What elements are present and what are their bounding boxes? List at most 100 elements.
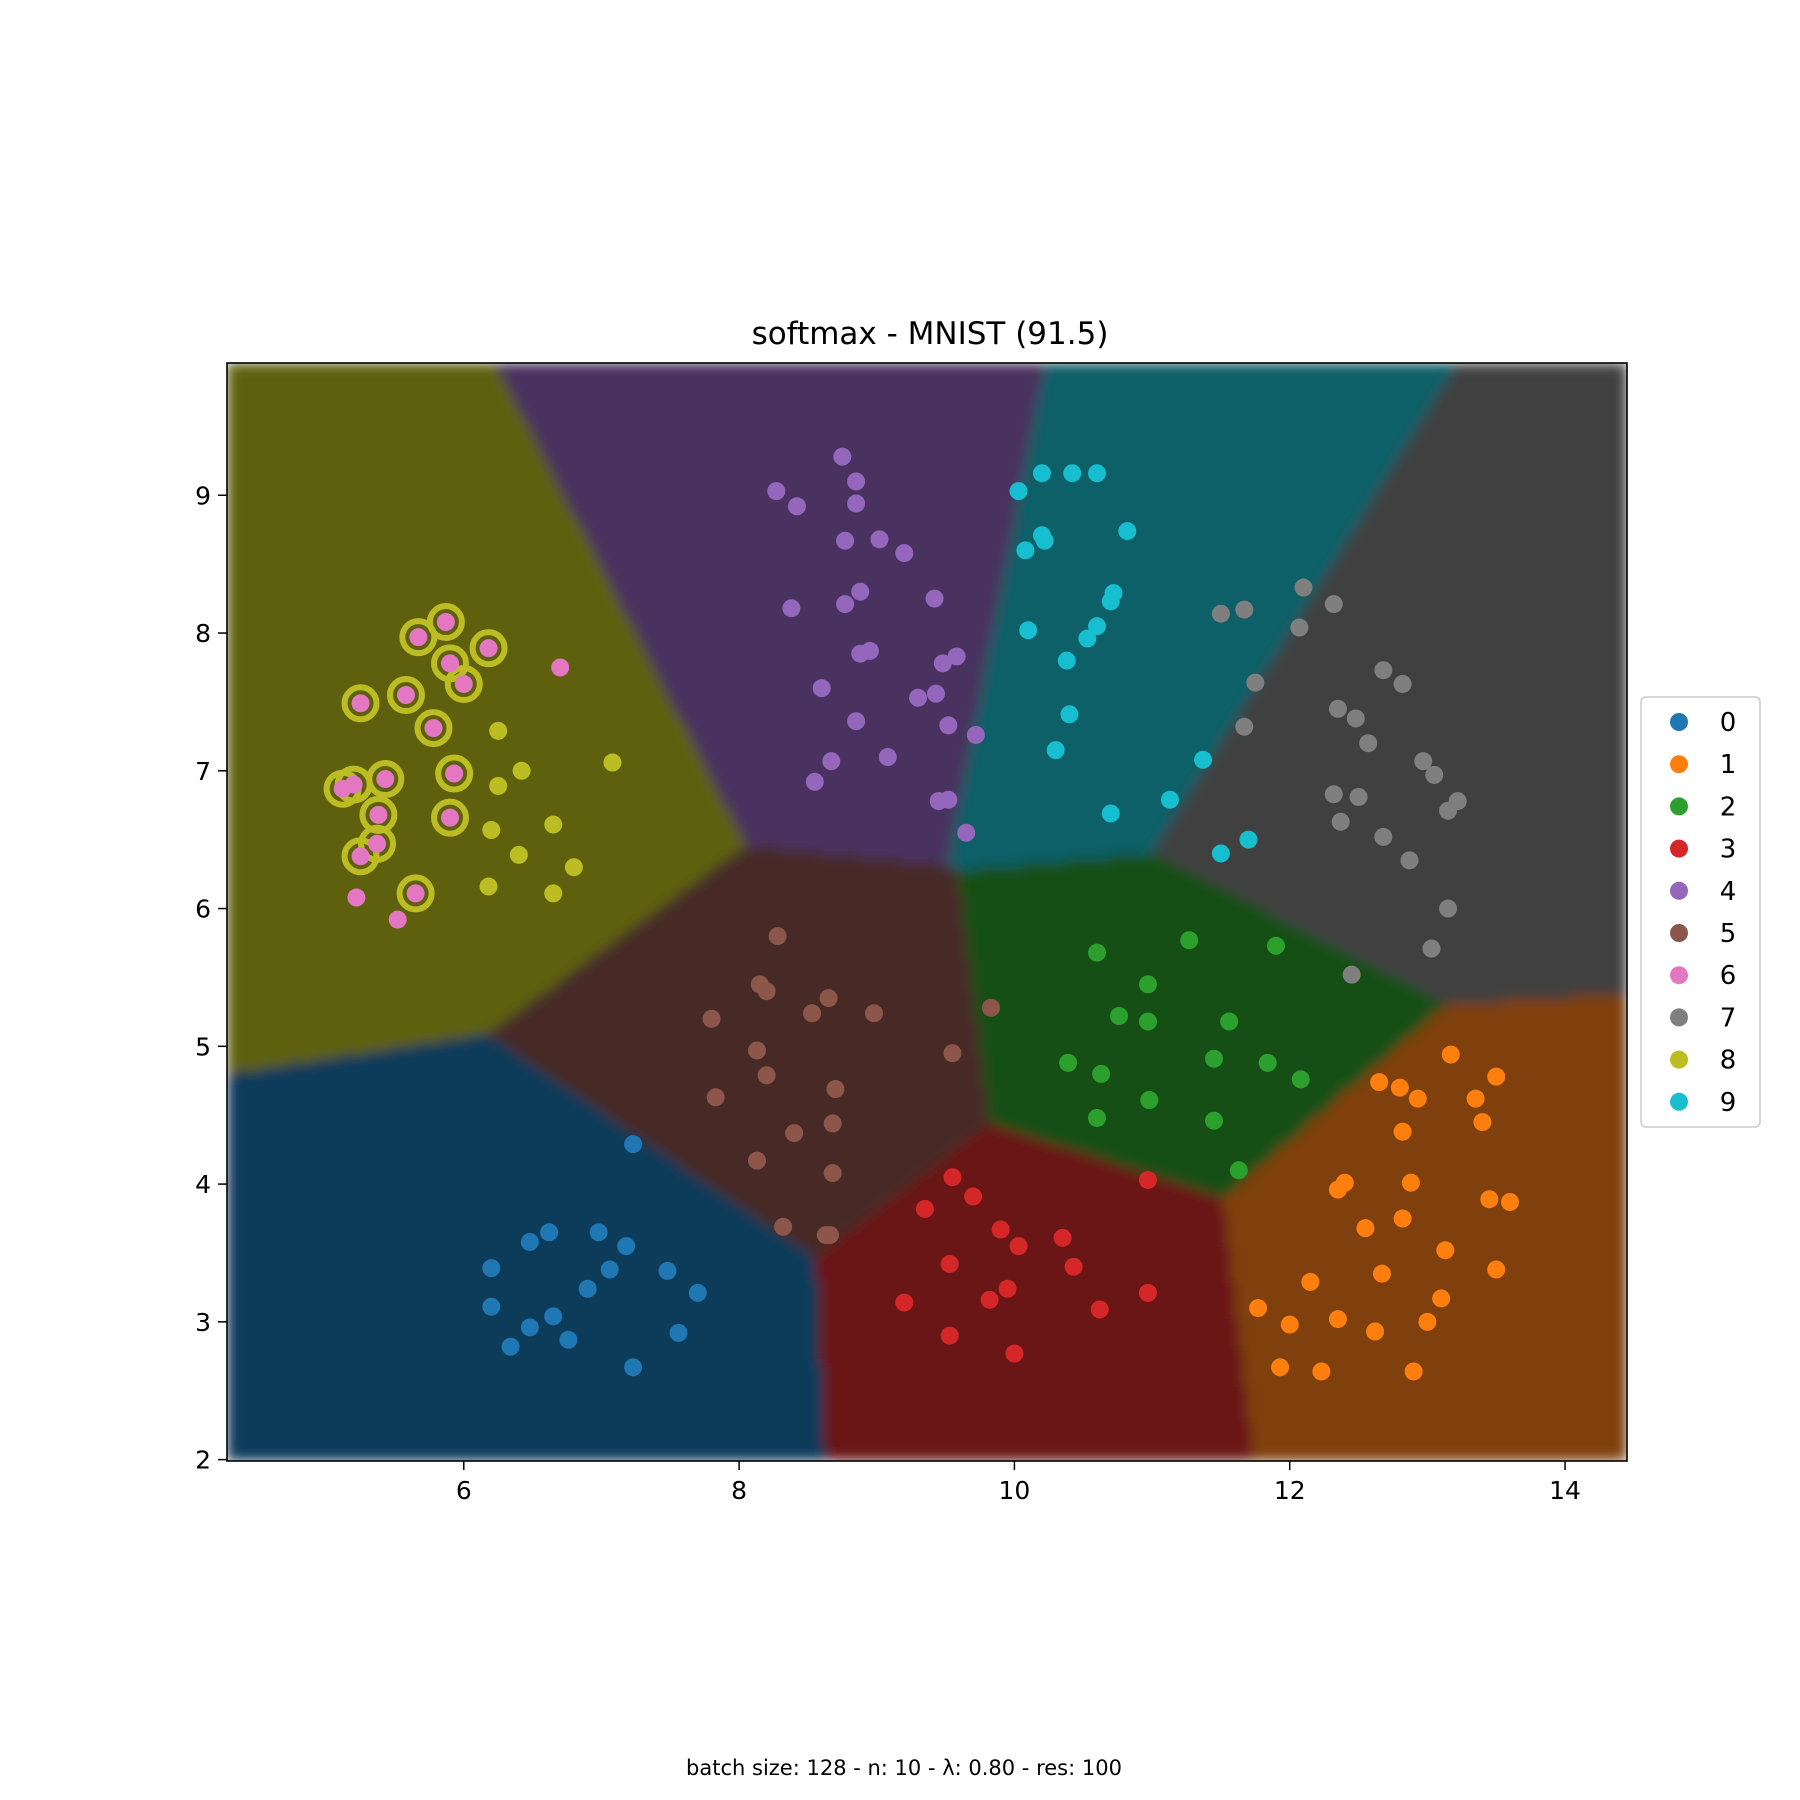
data-point-class-1: [1390, 1078, 1409, 1097]
data-point-class-2: [1266, 936, 1285, 955]
data-point-class-1: [1441, 1045, 1460, 1064]
data-point-class-4: [836, 531, 855, 550]
legend-label: 2: [1720, 792, 1737, 822]
highlight-ring: [341, 684, 380, 723]
data-point-class-3: [895, 1293, 914, 1312]
data-point-class-9: [1035, 531, 1054, 550]
data-point-class-7: [1246, 673, 1265, 692]
y-tick-label: 9: [195, 481, 211, 510]
data-point-class-5: [826, 1080, 845, 1099]
data-point-class-4: [836, 595, 855, 614]
data-point-class-7: [1342, 965, 1361, 984]
data-point-class-1: [1312, 1362, 1331, 1381]
data-point-class-7: [1374, 661, 1393, 680]
data-point-class-8: [482, 821, 501, 840]
data-point-class-7: [1346, 709, 1365, 728]
data-point-class-1: [1487, 1260, 1506, 1279]
data-point-class-1: [1404, 1362, 1423, 1381]
data-point-class-9: [1088, 617, 1107, 636]
data-point-class-8: [479, 877, 498, 896]
data-point-class-9: [1009, 482, 1028, 501]
data-point-class-8: [544, 884, 563, 903]
legend-marker: [1670, 924, 1688, 942]
data-point-class-4: [822, 752, 841, 771]
data-point-class-6: [551, 658, 570, 677]
data-point-class-4: [909, 688, 928, 707]
data-point-class-9: [1239, 830, 1258, 849]
data-point-class-5: [865, 1004, 884, 1023]
data-point-class-7: [1359, 734, 1378, 753]
data-point-class-0: [520, 1232, 539, 1251]
data-point-class-2: [1291, 1070, 1310, 1089]
data-point-class-4: [925, 589, 944, 608]
data-point-class-1: [1372, 1264, 1391, 1283]
data-point-class-5: [823, 1114, 842, 1133]
legend-label: 7: [1720, 1003, 1737, 1033]
data-point-class-9: [1016, 541, 1035, 560]
data-point-class-3: [1138, 1170, 1157, 1189]
data-point-class-8: [489, 776, 508, 795]
data-point-class-8: [512, 761, 531, 780]
y-tick-label: 2: [195, 1446, 211, 1475]
legend-marker: [1670, 1008, 1688, 1027]
data-point-class-7: [1414, 752, 1433, 771]
data-point-class-2: [1088, 943, 1107, 962]
data-point-class-6: [347, 888, 366, 907]
highlight-ring: [444, 664, 483, 703]
data-point-class-3: [980, 1290, 999, 1309]
y-tick-label: 3: [195, 1308, 211, 1337]
data-point-class-9: [1032, 464, 1051, 483]
legend-label: 5: [1720, 919, 1737, 949]
data-point-class-4: [933, 654, 952, 673]
data-point-class-6: [436, 613, 455, 632]
data-point-class-4: [767, 482, 786, 501]
legend-marker: [1670, 839, 1688, 858]
data-point-class-4: [870, 530, 889, 549]
data-point-class-3: [998, 1279, 1017, 1298]
data-point-class-0: [559, 1330, 578, 1349]
data-point-class-9: [1019, 621, 1038, 640]
data-point-class-4: [812, 679, 831, 698]
data-point-class-3: [1138, 1283, 1157, 1302]
data-point-class-8: [544, 815, 563, 834]
data-point-class-4: [805, 772, 824, 791]
data-point-class-4: [860, 641, 879, 660]
data-point-class-7: [1235, 600, 1254, 619]
legend-label: 3: [1720, 835, 1737, 865]
data-point-class-7: [1211, 604, 1230, 623]
x-tick-label: 6: [456, 1476, 472, 1505]
data-point-class-2: [1059, 1053, 1078, 1072]
y-tick-label: 5: [195, 1032, 211, 1061]
data-point-class-5: [823, 1164, 842, 1183]
data-point-class-4: [851, 582, 870, 601]
data-point-class-5: [982, 998, 1001, 1017]
data-point-class-3: [1009, 1237, 1028, 1256]
data-point-class-0: [520, 1318, 539, 1337]
legend-label: 6: [1720, 961, 1737, 991]
data-point-class-4: [939, 790, 958, 809]
data-point-class-5: [819, 989, 838, 1008]
data-point-class-1: [1301, 1272, 1320, 1291]
legend-box: [1640, 696, 1761, 1128]
data-point-class-0: [589, 1223, 608, 1242]
legend-label: 1: [1720, 750, 1737, 780]
decision-regions: [227, 363, 1627, 1461]
data-point-class-9: [1160, 790, 1179, 809]
data-point-class-0: [688, 1283, 707, 1302]
highlight-ring: [431, 798, 470, 837]
data-point-class-5: [757, 1066, 776, 1085]
data-point-class-4: [939, 716, 958, 735]
data-point-class-1: [1418, 1312, 1437, 1331]
data-point-class-9: [1060, 705, 1079, 724]
data-point-class-3: [964, 1187, 983, 1206]
data-point-class-2: [1205, 1049, 1224, 1068]
data-point-class-3: [1053, 1228, 1072, 1247]
legend-label: 8: [1720, 1046, 1737, 1076]
data-point-class-1: [1401, 1173, 1420, 1192]
data-point-class-0: [540, 1223, 559, 1242]
x-tick-label: 10: [999, 1476, 1031, 1505]
highlight-ring: [435, 754, 474, 793]
data-point-class-7: [1349, 787, 1368, 806]
legend-label: 9: [1720, 1088, 1737, 1118]
